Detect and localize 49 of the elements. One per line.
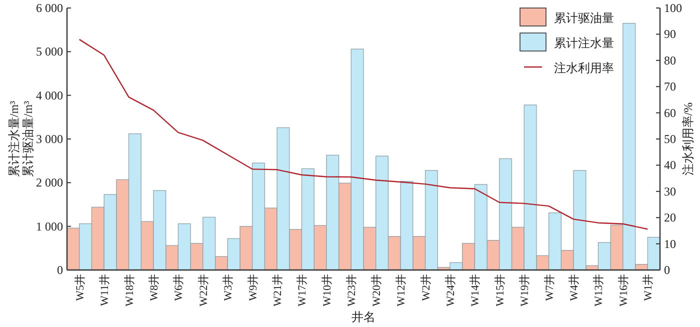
- x-tick-label: W23井: [345, 274, 358, 306]
- y-axis-title: 累计注水量/m³ 累计驱油量/m³: [7, 100, 35, 178]
- y2-tick-label: 80: [664, 53, 676, 68]
- y2-tick-label: 40: [664, 158, 676, 172]
- y-tick-label: 1 000: [36, 219, 63, 234]
- x-tick-label: W10井: [320, 274, 334, 306]
- y-tick-label: 5 000: [36, 44, 63, 59]
- x-axis-title: 井名: [352, 310, 376, 324]
- x-tick-label: W15井: [493, 274, 506, 306]
- y-tick-label: 6 000: [36, 1, 63, 15]
- x-tick-label: W24井: [444, 274, 457, 306]
- y-tick-label: 3 000: [36, 132, 63, 146]
- y2-tick-label: 90: [664, 27, 676, 42]
- y-tick-label: 2 000: [36, 176, 63, 190]
- y-tick-label: 4 000: [36, 88, 63, 102]
- line-series: [78, 38, 648, 230]
- x-tick-label: W11井: [98, 274, 112, 306]
- x-tick-label: W17井: [296, 274, 309, 306]
- x-tick-label: W7井: [542, 274, 556, 301]
- x-tick-label: W20井: [370, 274, 383, 306]
- y2-tick-label: 10: [664, 236, 676, 251]
- y2-axis-title: 注水利用率/%: [681, 102, 695, 176]
- x-tick-label: W12井: [394, 274, 408, 306]
- x-tick-label: W14井: [468, 274, 482, 306]
- x-tick-label: W18井: [122, 274, 136, 306]
- y-tick-label: 0: [57, 263, 63, 277]
- x-tick-label: W16井: [616, 274, 630, 306]
- x-tick-label: W2井: [419, 274, 432, 301]
- y2-tick-label: 70: [664, 80, 676, 94]
- x-tick-label: W5井: [73, 274, 86, 301]
- y2-tick-label: 0: [664, 263, 670, 277]
- y2-tick-label: 100: [664, 1, 682, 15]
- legend-label: 注水利用率: [554, 61, 614, 75]
- y2-tick-label: 20: [664, 210, 676, 225]
- y2-tick-label: 30: [664, 184, 676, 198]
- x-tick-label: W8井: [147, 274, 160, 301]
- x-tick-label: W22井: [196, 274, 210, 306]
- x-tick-label: W9井: [246, 274, 260, 301]
- x-tick-label: W1井: [642, 274, 655, 301]
- x-tick-label: W4井: [568, 274, 581, 301]
- x-tick-label: W6井: [172, 274, 186, 301]
- y2-tick-label: 60: [664, 106, 676, 120]
- x-tick-label: W13井: [592, 274, 606, 306]
- x-tick-label: W3井: [222, 274, 235, 301]
- legend-label: 累计注水量: [554, 36, 614, 50]
- y2-tick-label: 50: [664, 132, 676, 146]
- legend-label: 累计驱油量: [554, 11, 614, 25]
- x-tick-label: W21井: [271, 274, 284, 306]
- x-tick-label: W19井: [518, 274, 532, 306]
